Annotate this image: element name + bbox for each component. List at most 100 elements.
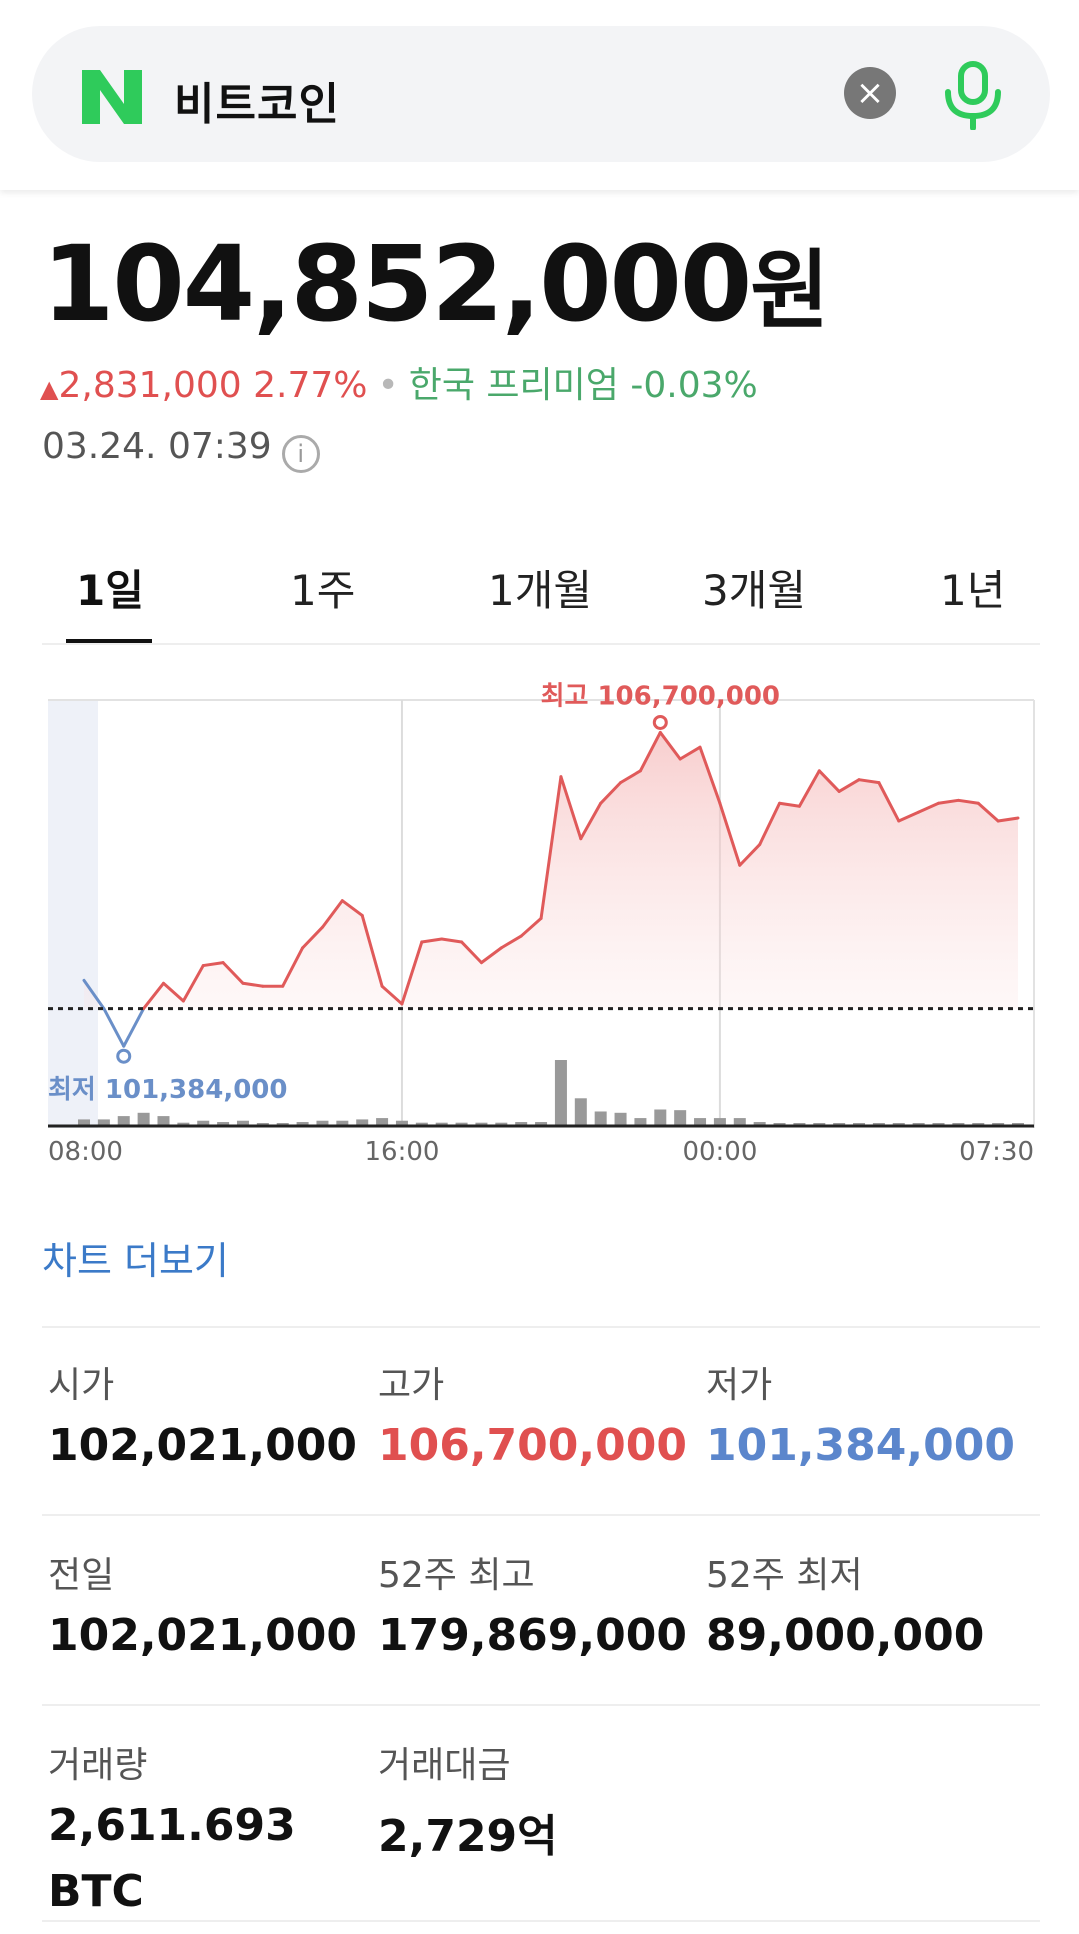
price-line-segment	[479, 946, 503, 965]
volume-bar	[236, 1120, 249, 1126]
volume-bar	[455, 1122, 468, 1126]
tab-1-year[interactable]: 1년	[940, 566, 1006, 615]
price-line-segment	[678, 745, 702, 761]
price-line-segment	[360, 913, 384, 988]
premium-label: 한국 프리미엄	[408, 365, 619, 406]
price-line-segment	[440, 937, 464, 944]
volume-bar	[495, 1122, 508, 1126]
price-line-segment	[579, 801, 603, 841]
more-chart-link[interactable]: 차트 더보기	[42, 1239, 229, 1283]
current-price: 104,852,000원	[42, 220, 829, 345]
period-tabs: 1일 1주 1개월 3개월 1년	[42, 545, 1040, 645]
price-line-segment	[539, 775, 563, 920]
volume-bar	[435, 1122, 448, 1126]
naver-logo-icon[interactable]	[82, 70, 142, 124]
price-line-segment	[996, 816, 1020, 823]
volume-bar	[177, 1122, 190, 1126]
tab-3-months[interactable]: 3개월	[702, 566, 807, 615]
tab-1-day[interactable]: 1일	[76, 566, 144, 615]
active-tab-indicator	[66, 639, 152, 643]
stat-low-value: 101,384,000	[706, 1420, 1015, 1471]
price-value: 104,852,000	[42, 223, 752, 345]
stat-52w-high-value: 179,869,000	[378, 1610, 687, 1661]
price-line-segment	[897, 810, 921, 823]
volume-bar	[316, 1120, 329, 1126]
price-change-line: ▲2,831,000 2.77% • 한국 프리미엄 -0.03%	[40, 356, 758, 408]
volume-bar	[78, 1119, 90, 1126]
volume-bar	[654, 1109, 667, 1126]
price-line-segment	[718, 801, 742, 867]
stat-turnover-value: 2,729억	[378, 1811, 558, 1862]
stat-52w-high-label: 52주 최고	[378, 1555, 535, 1596]
price-line-segment	[976, 801, 1000, 823]
price-line-segment	[817, 769, 841, 793]
microphone-icon[interactable]	[938, 60, 1008, 130]
price-line-segment	[599, 781, 623, 805]
chart-shaded-region	[48, 700, 98, 1128]
price-chart[interactable]: 최고 106,700,000 최저 101,384,000 08:00 16:00…	[0, 660, 1079, 1180]
stat-open-label: 시가	[48, 1365, 115, 1406]
info-icon[interactable]: i	[281, 435, 320, 473]
price-line-segment	[221, 961, 245, 985]
volume-bar	[157, 1116, 170, 1126]
price-line-segment	[142, 981, 165, 1011]
premium-value: -0.03%	[630, 365, 758, 406]
volume-bar	[475, 1122, 488, 1126]
volume-bar	[574, 1098, 587, 1126]
stat-52w-low-label: 52주 최저	[706, 1555, 863, 1596]
volume-bar	[694, 1118, 707, 1126]
volume-bar	[554, 1060, 567, 1126]
volume-bar	[117, 1116, 130, 1126]
stat-52w-low-value: 89,000,000	[706, 1610, 985, 1661]
stat-prev-close-label: 전일	[48, 1555, 115, 1596]
close-icon[interactable]: ×	[844, 67, 896, 119]
tab-1-month[interactable]: 1개월	[488, 566, 593, 615]
price-area-fill	[84, 732, 1018, 1009]
price-line-segment	[499, 934, 523, 950]
high-marker	[652, 714, 668, 730]
price-line-segment	[320, 899, 344, 929]
low-marker	[116, 1048, 132, 1064]
price-line-segment	[301, 925, 324, 950]
volume-bar	[515, 1122, 528, 1126]
price-line-segment	[857, 778, 881, 785]
price-line-segment	[181, 964, 205, 1003]
price-timestamp: 03.24. 07:39 i	[42, 426, 320, 473]
search-query[interactable]: 비트코인	[174, 79, 340, 130]
stat-volume-label: 거래량	[48, 1745, 148, 1786]
volume-bar	[197, 1120, 210, 1126]
volume-bar	[674, 1110, 687, 1126]
price-line-segment	[82, 978, 106, 1011]
price-line-segment	[241, 981, 265, 988]
price-line-segment	[122, 1007, 146, 1048]
stat-turnover-label: 거래대금	[378, 1745, 511, 1786]
volume-bar	[634, 1118, 647, 1126]
volume-bar	[376, 1118, 389, 1126]
price-line-segment	[619, 769, 642, 785]
x-axis-tick-label: 00:00	[682, 1137, 757, 1167]
change-amount: 2,831,000	[58, 365, 242, 406]
stat-volume-unit: BTC	[48, 1866, 144, 1917]
price-line-segment	[937, 798, 960, 805]
stats-row-divider	[42, 1704, 1040, 1706]
price-line-segment	[201, 961, 225, 968]
price-line-segment	[917, 801, 941, 814]
volume-bar	[296, 1122, 309, 1126]
price-line-segment	[161, 981, 185, 1003]
price-line-segment	[658, 730, 682, 761]
volume-bar	[733, 1118, 746, 1126]
stat-prev-close-value: 102,021,000	[48, 1610, 357, 1661]
price-line-segment	[797, 769, 821, 808]
search-bar[interactable]: 비트코인 ×	[32, 26, 1050, 162]
volume-bar	[137, 1112, 150, 1126]
volume-bar	[356, 1119, 369, 1126]
price-line-segment	[460, 940, 483, 965]
volume-bar	[217, 1122, 230, 1126]
stat-low-label: 저가	[706, 1365, 773, 1406]
stat-high-label: 고가	[378, 1365, 445, 1406]
tab-1-week[interactable]: 1주	[290, 566, 356, 615]
price-line-segment	[837, 778, 861, 793]
price-line-segment	[956, 798, 980, 805]
stat-high-value: 106,700,000	[378, 1420, 687, 1471]
stat-open-value: 102,021,000	[48, 1420, 357, 1471]
